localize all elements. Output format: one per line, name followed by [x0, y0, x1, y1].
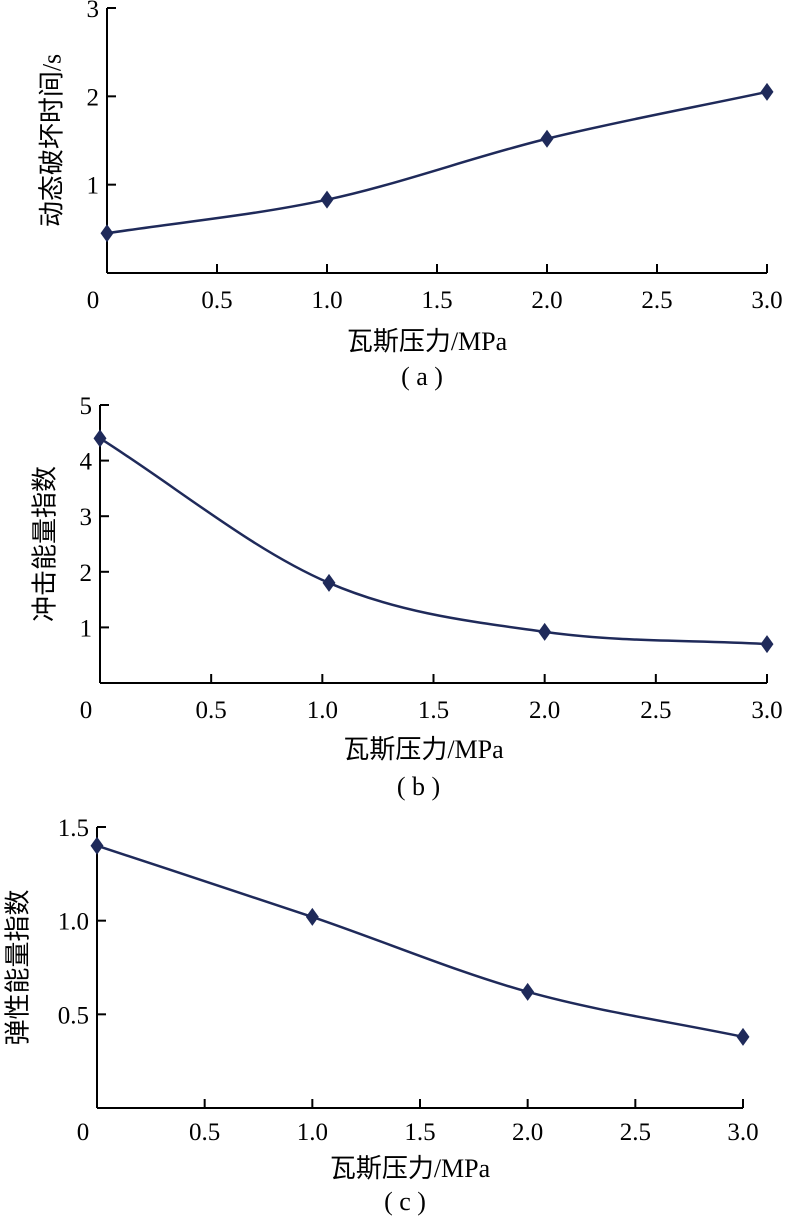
- data-point-marker: [760, 635, 774, 654]
- y-tick-label: 1: [80, 615, 93, 642]
- x-tick-label: 1.5: [421, 287, 452, 314]
- chart-panel-1: 0 0.5 1.0 1.5 2.0 2.5 3.0 1 2 3 瓦斯压力/MPa 动态破坏时间/s ( …: [38, 0, 783, 391]
- data-point-marker: [320, 190, 334, 209]
- x-tick-label: 1.5: [418, 697, 449, 724]
- x-axis-label: 瓦斯压力/MPa: [347, 327, 508, 356]
- x-tick-label: 1.0: [297, 1119, 328, 1146]
- x-tick-label: 0: [87, 287, 100, 314]
- data-point-marker: [521, 982, 535, 1001]
- x-axis-label: 瓦斯压力/MPa: [330, 1154, 491, 1183]
- panel-label: ( a ): [401, 362, 443, 391]
- data-point-marker: [93, 429, 107, 448]
- data-point-marker: [305, 907, 319, 926]
- x-tick-label: 1.5: [404, 1119, 435, 1146]
- chart-panel-2: 0 0.5 1.0 1.5 2.0 2.5 3.0 1 2 3 4 5 瓦斯压力/MPa 冲击能量指数 ( …: [31, 393, 783, 801]
- y-axis-label: 冲击能量指数: [31, 466, 60, 622]
- data-point-marker: [100, 224, 114, 243]
- x-tick-label: 0: [77, 1119, 90, 1146]
- x-tick-label: 0: [80, 697, 93, 724]
- y-tick-label: 2: [87, 84, 100, 111]
- x-tick-label: 3.0: [751, 697, 782, 724]
- data-point-marker: [90, 836, 104, 855]
- y-tick-label: 1.5: [58, 815, 89, 842]
- chart-panel-3: 0 0.5 1.0 1.5 2.0 2.5 3.0 0.5 1.0 1.5 瓦斯压力/MPa 弹性能量…: [4, 815, 759, 1216]
- x-tick-label: 2.0: [529, 697, 560, 724]
- data-point-marker: [736, 1027, 750, 1046]
- x-axis-label: 瓦斯压力/MPa: [343, 735, 504, 764]
- data-point-marker: [322, 573, 336, 592]
- series-line: [106, 90, 768, 235]
- y-tick-label: 1.0: [58, 909, 89, 936]
- x-tick-label: 1.0: [307, 697, 338, 724]
- x-tick-label: 3.0: [727, 1119, 758, 1146]
- x-tick-label: 0.5: [189, 1119, 220, 1146]
- x-tick-label: 2.0: [512, 1119, 543, 1146]
- y-tick-label: 2: [80, 560, 93, 587]
- data-point-marker: [760, 82, 774, 101]
- x-tick-label: 2.5: [640, 697, 671, 724]
- x-tick-label: 3.0: [751, 287, 782, 314]
- y-axis-label: 弹性能量指数: [4, 889, 33, 1045]
- y-tick-label: 5: [80, 393, 93, 420]
- data-point-marker: [538, 622, 552, 641]
- series-line: [96, 844, 744, 1039]
- panel-label: ( b ): [397, 772, 440, 801]
- x-tick-label: 0.5: [201, 287, 232, 314]
- y-tick-label: 3: [87, 0, 100, 23]
- x-tick-label: 2.0: [531, 287, 562, 314]
- y-axis-label: 动态破坏时间/s: [38, 54, 67, 227]
- x-tick-label: 0.5: [196, 697, 227, 724]
- y-tick-label: 0.5: [58, 1002, 89, 1029]
- x-tick-label: 2.5: [641, 287, 672, 314]
- x-tick-label: 2.5: [620, 1119, 651, 1146]
- y-tick-label: 1: [87, 173, 100, 200]
- x-tick-label: 1.0: [311, 287, 342, 314]
- data-point-marker: [540, 129, 554, 148]
- series-line: [99, 437, 768, 646]
- panel-label: ( c ): [384, 1187, 426, 1216]
- y-tick-label: 4: [80, 449, 93, 476]
- y-tick-label: 3: [80, 504, 93, 531]
